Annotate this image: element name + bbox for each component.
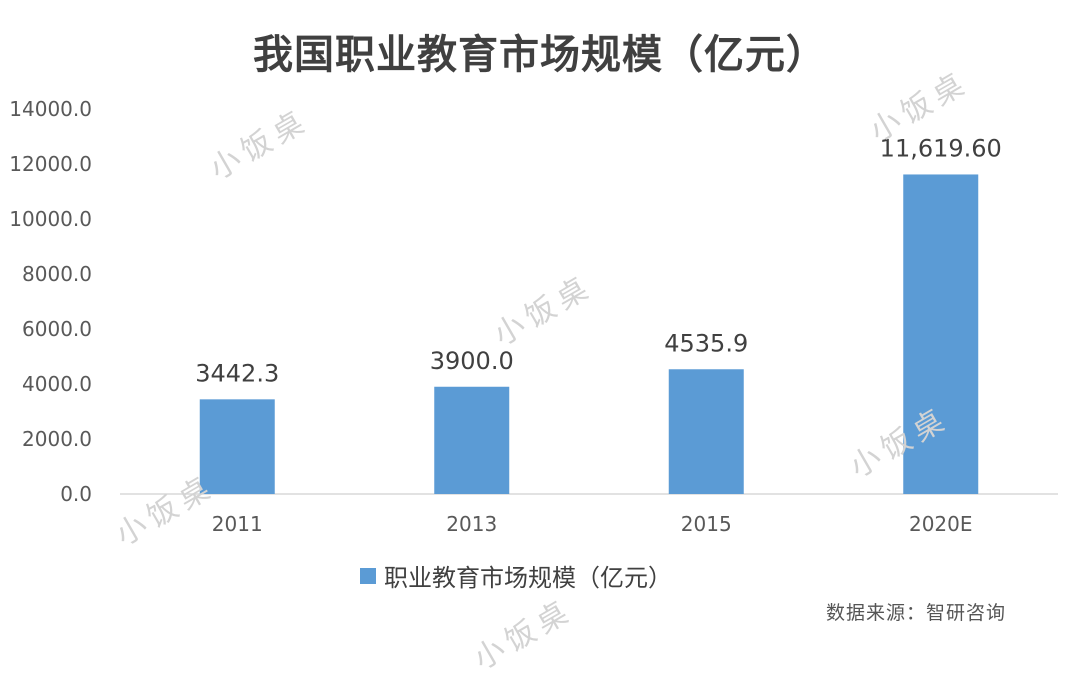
data-label: 3442.3 <box>195 359 279 387</box>
y-tick-label: 14000.0 <box>9 97 92 121</box>
y-tick-label: 2000.0 <box>22 427 92 451</box>
bar-2013 <box>434 386 510 494</box>
x-axis-ticks: 2011 2013 2015 2020E <box>212 512 973 536</box>
bars <box>199 174 979 494</box>
y-tick-label: 10000.0 <box>9 207 92 231</box>
bar-2020E <box>903 174 979 494</box>
bar-2011 <box>199 399 275 494</box>
y-tick-label: 4000.0 <box>22 372 92 396</box>
source-note: 数据来源：智研咨询 <box>826 602 1007 624</box>
y-tick-label: 12000.0 <box>9 152 92 176</box>
y-tick-label: 0.0 <box>60 482 92 506</box>
data-label: 11,619.60 <box>880 134 1002 162</box>
y-axis-ticks: 0.0 2000.0 4000.0 6000.0 8000.0 10000.0 12000.… <box>9 97 92 506</box>
bar-chart: 0.0 2000.0 4000.0 6000.0 8000.0 10000.0 12000.… <box>9 97 1058 536</box>
x-tick-label: 2011 <box>212 512 263 536</box>
data-labels: 3442.3 3900.0 4535.9 11,619.60 <box>195 134 1002 387</box>
legend: 职业教育市场规模（亿元） <box>360 558 672 593</box>
chart-title: 我国职业教育市场规模（亿元） <box>253 32 827 78</box>
x-tick-label: 2020E <box>909 512 973 536</box>
legend-swatch <box>360 567 376 584</box>
bar-2015 <box>668 369 744 494</box>
y-tick-label: 6000.0 <box>22 317 92 341</box>
data-label: 3900.0 <box>430 347 514 375</box>
y-tick-label: 8000.0 <box>22 262 92 286</box>
data-label: 4535.9 <box>664 329 748 357</box>
x-tick-label: 2013 <box>446 512 497 536</box>
legend-label: 职业教育市场规模（亿元） <box>384 564 672 592</box>
x-tick-label: 2015 <box>681 512 732 536</box>
